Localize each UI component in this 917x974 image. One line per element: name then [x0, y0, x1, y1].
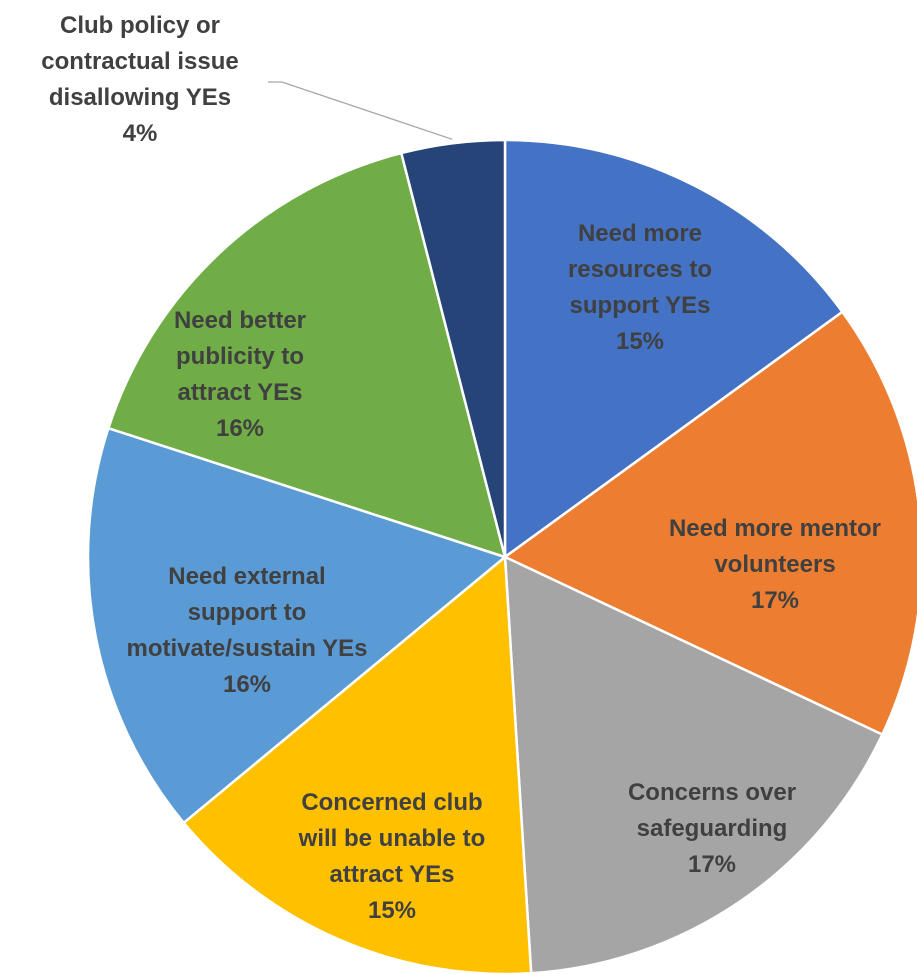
slice-label-line: will be unable to	[298, 825, 486, 852]
slice-percent: 16%	[223, 671, 271, 698]
slice-percent: 17%	[751, 587, 799, 614]
slice-label-line: attract YEs	[178, 379, 303, 406]
slice-label-line: Concerned club	[301, 789, 482, 816]
slice-label-line: safeguarding	[637, 815, 788, 842]
slice-label: Need better publicity to attract YEs 16%	[174, 307, 306, 442]
pie-slice	[106, 151, 507, 559]
slice-percent: 4%	[123, 120, 158, 147]
slice-label: Concerns over safeguarding 17%	[628, 779, 796, 878]
leader-line	[268, 81, 453, 140]
slice-label-line: Need more	[578, 220, 702, 247]
slice-percent: 15%	[368, 897, 416, 924]
slice-label-line: attract YEs	[330, 861, 455, 888]
pie-slice	[86, 426, 508, 825]
slice-label-line: support to	[188, 599, 307, 626]
slice-label-line: motivate/sustain YEs	[127, 635, 368, 662]
slice-label-line: Need external	[168, 563, 325, 590]
slice-percent: 16%	[216, 415, 264, 442]
slice-label: Club policy or contractual issue disallowi…	[41, 12, 238, 147]
slice-label-line: resources to	[568, 256, 712, 283]
slice-percent: 15%	[616, 328, 664, 355]
slice-label-line: Concerns over	[628, 779, 796, 806]
pie-slice	[503, 554, 884, 974]
slice-label-line: Club policy or	[60, 12, 220, 39]
slice-labels: Need more resources to support YEs 15%Need …	[41, 12, 881, 924]
slice-label-line: publicity to	[176, 343, 304, 370]
slice-label: Concerned club will be unable to attract Y…	[298, 789, 486, 924]
slice-label-line: Need better	[174, 307, 306, 334]
slice-label-line: Need more mentor	[669, 515, 881, 542]
slice-label: Need more resources to support YEs 15%	[568, 220, 712, 355]
slice-percent: 17%	[688, 851, 736, 878]
slice-label: Need more mentor volunteers 17%	[669, 515, 881, 614]
pie-slice	[503, 138, 845, 560]
slice-label-line: disallowing YEs	[49, 84, 231, 111]
slice-label-line: volunteers	[714, 551, 835, 578]
pie-slice	[502, 310, 917, 737]
pie-slice	[399, 138, 507, 558]
slice-label-line: contractual issue	[41, 48, 238, 75]
slice-label-line: support YEs	[570, 292, 711, 319]
pie-slices	[86, 138, 917, 974]
slice-label: Need external support to motivate/sustain …	[127, 563, 368, 698]
